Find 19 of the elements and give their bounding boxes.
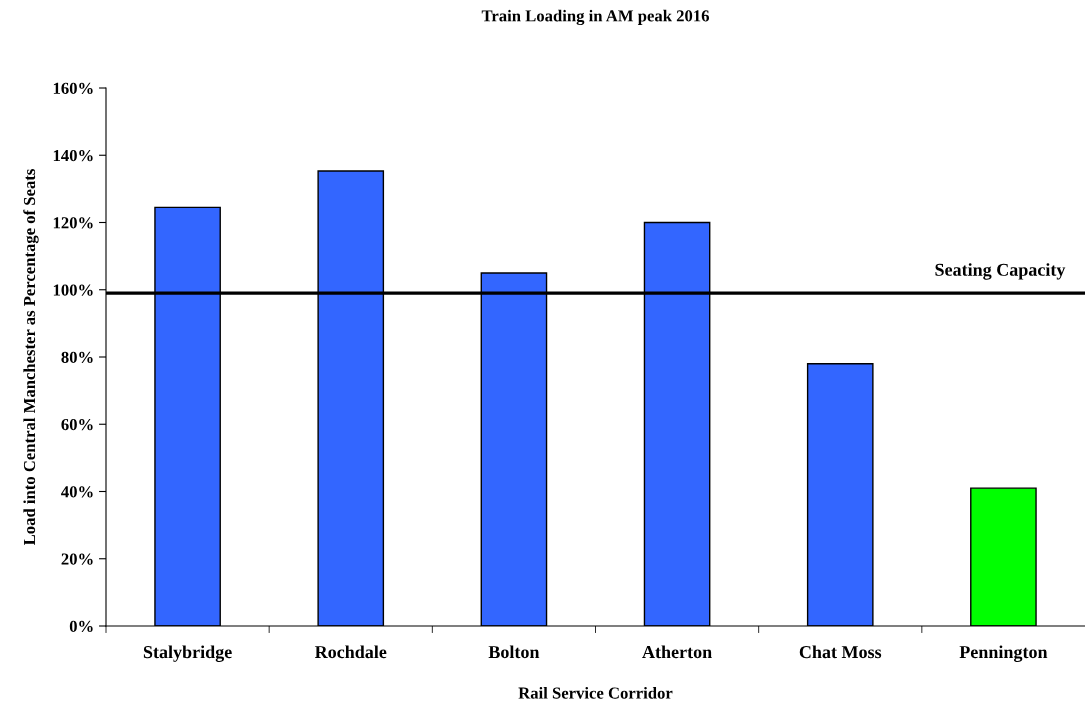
ref-line-label: Seating Capacity	[935, 263, 1066, 280]
y-tick-label: 0%	[69, 620, 93, 632]
x-tick-label: Stalybridge	[143, 645, 232, 662]
y-tick-label: 80%	[61, 351, 93, 363]
y-tick-label: 160%	[53, 82, 93, 94]
x-tick-label: Rochdale	[314, 645, 387, 659]
x-tick-label: Bolton	[488, 645, 540, 659]
y-axis-title: Load into Central Manchester as Percentage of Seats	[23, 169, 39, 546]
y-tick-label: 60%	[61, 418, 93, 431]
y-tick-label: 40%	[61, 486, 93, 498]
y-tick-label: 120%	[53, 217, 93, 229]
x-tick-label: Atherton	[642, 645, 712, 659]
y-tick-label: 140%	[53, 149, 93, 162]
y-tick-label: 20%	[61, 553, 93, 565]
x-tick-label: Pennington	[959, 645, 1048, 662]
x-axis-title: Rail Service Corridor	[518, 686, 673, 699]
x-tick-label: Chat Moss	[799, 645, 882, 659]
chart-title: Train Loading in AM peak 2016	[481, 9, 710, 26]
y-tick-label: 100%	[53, 284, 93, 296]
